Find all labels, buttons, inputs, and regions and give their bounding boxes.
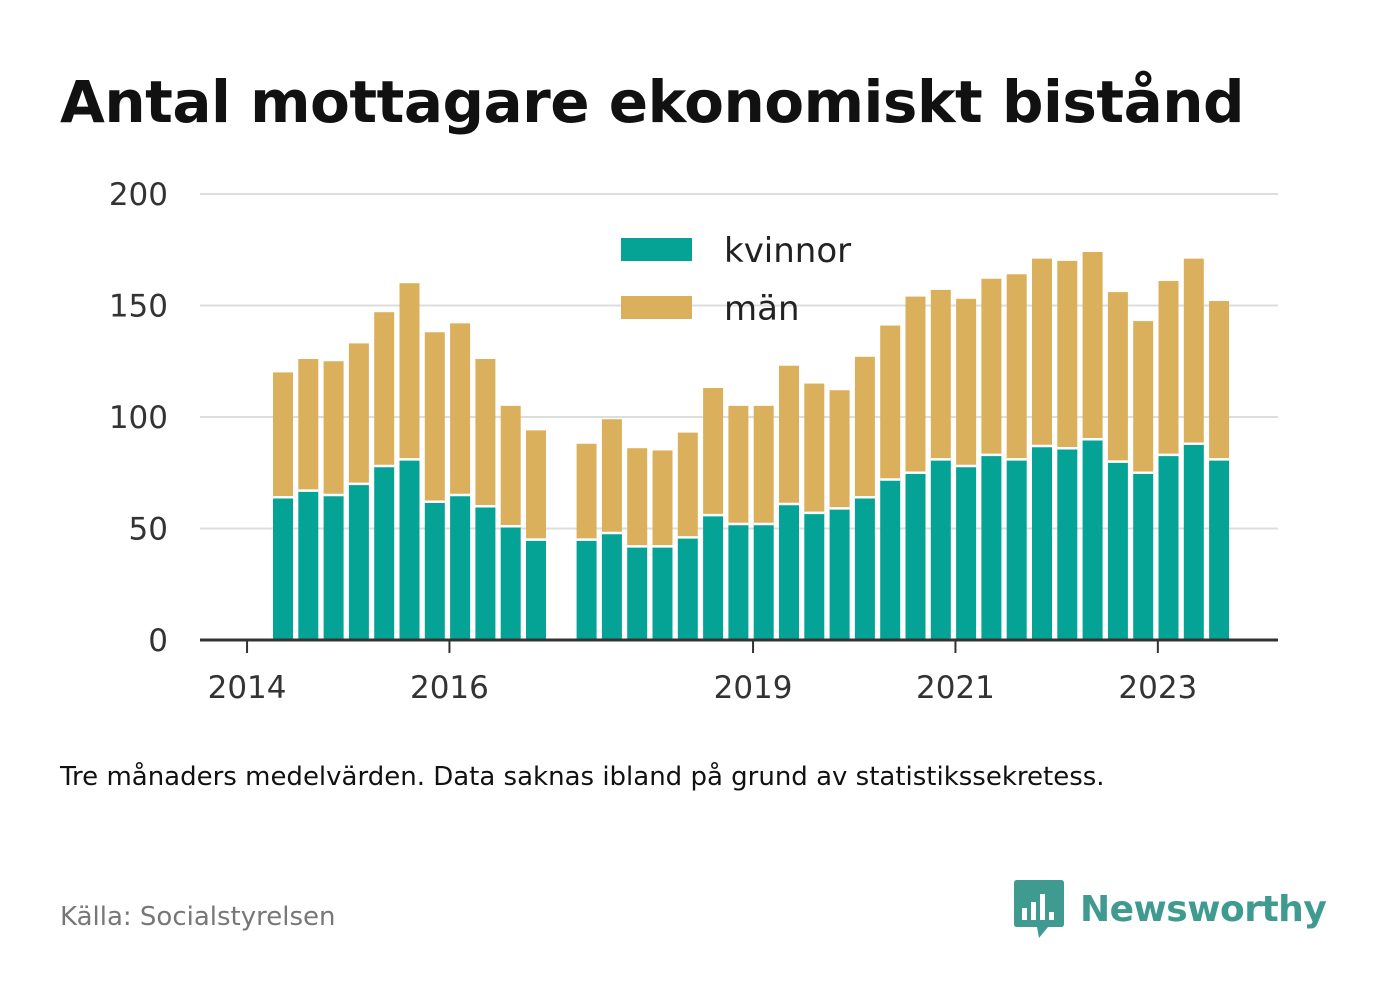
bar-man (905, 296, 926, 473)
bar-kvinnor (526, 539, 546, 640)
bar-kvinnor (601, 532, 622, 640)
bar-man (399, 283, 420, 460)
bar-kvinnor (829, 508, 850, 640)
bar-man (981, 278, 1002, 455)
bar-man (374, 312, 395, 467)
bar-man (1006, 274, 1027, 460)
bar-kvinnor (981, 454, 1002, 640)
bar-man (1082, 251, 1103, 440)
legend-swatch-kvinnor (621, 238, 692, 261)
bar-man (804, 383, 825, 513)
bar-kvinnor (1107, 461, 1128, 640)
x-tick-label: 2021 (916, 670, 995, 706)
bar-man (728, 405, 749, 525)
bar-man (576, 443, 597, 540)
bar-kvinnor (880, 479, 901, 640)
bar-kvinnor (273, 497, 293, 640)
bar-man (779, 365, 799, 504)
bar-man (627, 448, 648, 547)
bar-kvinnor (424, 501, 445, 640)
legend-swatch-man (621, 296, 692, 319)
bar-kvinnor (500, 526, 521, 640)
bar-man (1183, 258, 1204, 444)
bar-kvinnor (1183, 443, 1204, 640)
y-tick-label: 150 (109, 289, 168, 325)
y-tick-label: 100 (109, 400, 168, 436)
bar-man (526, 430, 546, 540)
axes: 0 50 100 150 200 2014 2016 2019 2021 2023 (109, 177, 1278, 706)
bar-kvinnor (323, 495, 344, 640)
x-tick-label: 2014 (208, 670, 287, 706)
bar-kvinnor (1133, 472, 1154, 640)
bar-man (1133, 321, 1154, 473)
x-tick-label: 2023 (1118, 670, 1197, 706)
bar-man (854, 356, 875, 498)
bar-kvinnor (1057, 448, 1078, 640)
bar-kvinnor (703, 515, 724, 640)
bar-kvinnor (374, 466, 395, 640)
bar-man (500, 405, 521, 527)
bar-kvinnor (728, 524, 749, 640)
legend-label-man: män (724, 289, 800, 329)
bar-man (1158, 280, 1179, 455)
bar-kvinnor (854, 497, 875, 640)
bar-kvinnor (399, 459, 420, 640)
y-tick-label: 0 (148, 623, 168, 659)
y-tick-label: 200 (109, 177, 168, 213)
source-text: Källa: Socialstyrelsen (60, 902, 336, 932)
bar-man (1107, 292, 1128, 462)
bar-man (880, 325, 901, 480)
legend-label-kvinnor: kvinnor (724, 231, 851, 271)
bar-kvinnor (779, 503, 799, 640)
bars (273, 251, 1230, 640)
bar-man (298, 359, 319, 491)
bar-kvinnor (1082, 439, 1103, 640)
bar-man (424, 332, 445, 502)
bar-man (1209, 301, 1230, 460)
bar-man (601, 419, 622, 533)
bar-chart-speech-bubble-icon (1014, 880, 1064, 938)
bar-man (450, 323, 471, 496)
bar-kvinnor (627, 546, 648, 640)
bar-man (475, 359, 496, 507)
bar-kvinnor (1158, 454, 1179, 640)
bar-kvinnor (930, 459, 951, 640)
y-tick-label: 50 (129, 512, 168, 548)
bar-kvinnor (677, 537, 698, 640)
brand-name: Newsworthy (1080, 888, 1327, 930)
bar-kvinnor (753, 524, 774, 640)
x-tick-label: 2016 (410, 670, 489, 706)
brand-logo: Newsworthy (1012, 878, 1327, 940)
bar-man (1057, 260, 1078, 449)
bar-kvinnor (298, 490, 319, 640)
bar-man (323, 361, 344, 496)
bar-man (652, 450, 673, 547)
bar-kvinnor (804, 512, 825, 640)
x-tick-label: 2019 (714, 670, 793, 706)
chart-title: Antal mottagare ekonomiskt bistånd (60, 68, 1245, 136)
bar-kvinnor (576, 539, 597, 640)
bar-kvinnor (652, 546, 673, 640)
bar-man (703, 388, 724, 516)
bar-man (753, 405, 774, 525)
footnote: Tre månaders medelvärden. Data saknas ib… (60, 762, 1105, 792)
bar-kvinnor (1209, 459, 1230, 640)
bar-kvinnor (475, 506, 496, 640)
bar-kvinnor (905, 472, 926, 640)
bar-man (677, 432, 698, 538)
bar-kvinnor (450, 495, 471, 640)
bar-man (829, 390, 850, 509)
bar-kvinnor (1032, 445, 1052, 640)
bar-kvinnor (956, 466, 977, 640)
bar-man (956, 298, 977, 467)
legend: kvinnor män (621, 231, 851, 329)
bar-kvinnor (348, 483, 369, 640)
bar-man (348, 343, 369, 484)
bar-man (930, 289, 951, 460)
bar-man (1032, 258, 1052, 446)
stacked-bar-chart: 0 50 100 150 200 2014 2016 2019 2021 2023 kvinnor… (109, 177, 1278, 706)
bar-kvinnor (1006, 459, 1027, 640)
bar-man (273, 372, 293, 498)
